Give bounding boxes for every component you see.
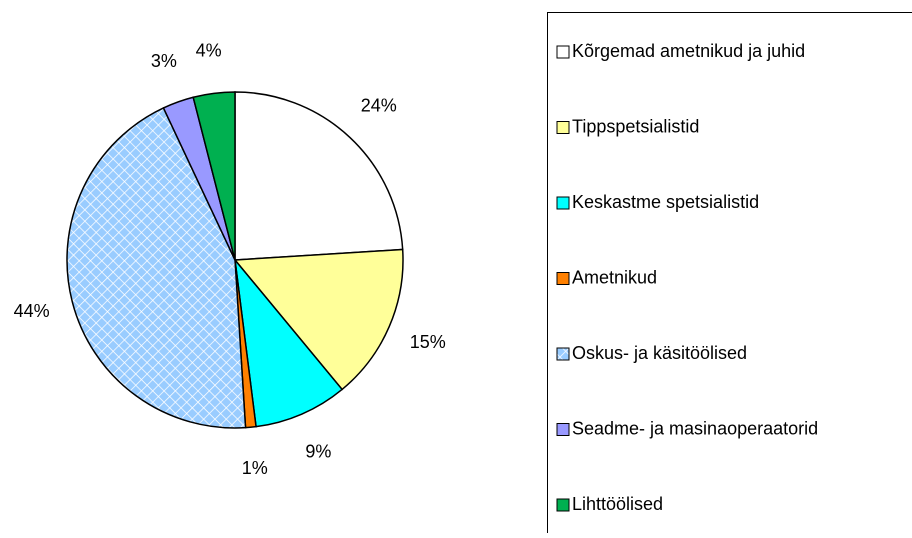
legend-label: Kõrgemad ametnikud ja juhid	[572, 41, 805, 61]
data-label: 24%	[361, 96, 397, 116]
legend-swatch	[557, 348, 569, 360]
legend-swatch	[557, 424, 569, 436]
legend-swatch	[557, 46, 569, 58]
data-label: 15%	[410, 332, 446, 352]
data-label: 1%	[242, 458, 268, 478]
legend-label: Ametnikud	[572, 267, 657, 287]
data-label: 4%	[196, 40, 222, 60]
legend-label: Seadme- ja masinaoperaatorid	[572, 418, 818, 438]
legend-label: Oskus- ja käsitöölised	[572, 343, 747, 363]
legend-swatch	[557, 197, 569, 209]
data-label: 44%	[14, 301, 50, 321]
legend-swatch	[557, 273, 569, 285]
pie-slice	[235, 92, 403, 260]
legend-swatch	[557, 122, 569, 134]
data-label: 3%	[151, 51, 177, 71]
legend-label: Tippspetsialistid	[572, 116, 699, 136]
legend-label: Keskastme spetsialistid	[572, 192, 759, 212]
legend-swatch	[557, 499, 569, 511]
legend-label: Lihttöölised	[572, 494, 663, 514]
data-label: 9%	[305, 441, 331, 461]
